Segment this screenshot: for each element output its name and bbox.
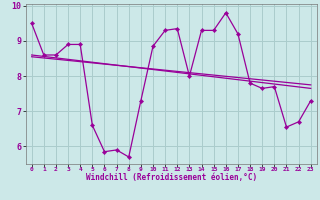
X-axis label: Windchill (Refroidissement éolien,°C): Windchill (Refroidissement éolien,°C) xyxy=(86,173,257,182)
